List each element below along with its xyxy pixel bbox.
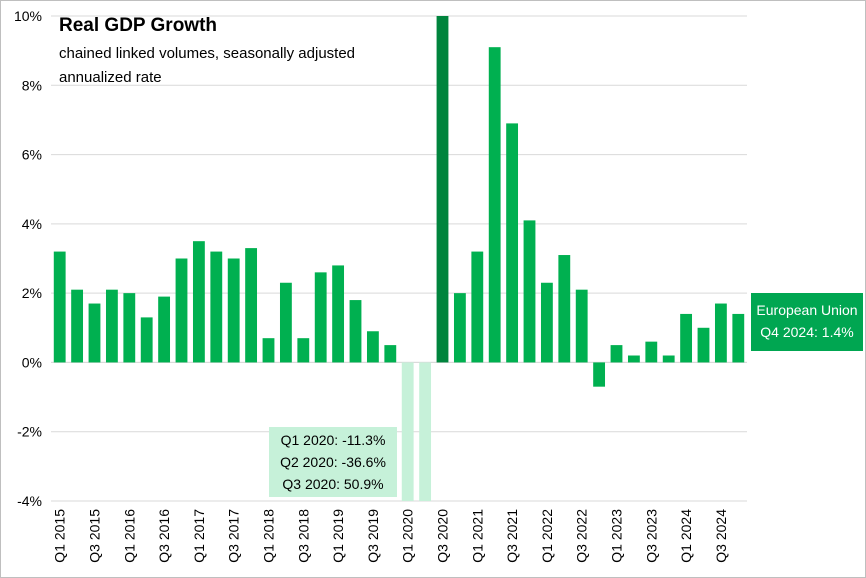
eu-latest-label: European Union Q4 2024: 1.4% — [751, 293, 863, 351]
bar-q3-2024 — [714, 303, 727, 363]
bar-q2-2016 — [140, 317, 153, 363]
y-tick-label: 8% — [22, 77, 42, 93]
y-tick-label: 4% — [22, 216, 42, 232]
bar-q2-2017 — [210, 251, 223, 363]
x-tick-label: Q3 2015 — [87, 509, 103, 563]
x-tick-label: Q3 2021 — [504, 509, 520, 563]
x-tick-label: Q1 2016 — [121, 509, 137, 563]
bar-q1-2019 — [332, 265, 345, 363]
bar-q1-2023 — [610, 345, 623, 363]
bar-q4-2016 — [175, 258, 188, 363]
annotation-line-q2-2020: Q2 2020: -36.6% — [280, 454, 386, 470]
bar-q4-2021 — [523, 220, 536, 363]
x-tick-label: Q3 2018 — [295, 509, 311, 563]
bar-q3-2021 — [506, 123, 519, 363]
x-tick-label: Q3 2024 — [713, 509, 729, 563]
x-tick-label: Q1 2024 — [678, 509, 694, 563]
bar-q2-2020 — [419, 362, 432, 501]
bar-q2-2024 — [697, 327, 710, 363]
bar-q2-2021 — [488, 47, 501, 363]
x-tick-label: Q1 2019 — [330, 509, 346, 563]
bar-q4-2023 — [662, 355, 675, 363]
bar-q1-2021 — [471, 251, 484, 363]
x-tick-label: Q3 2016 — [156, 509, 172, 563]
x-tick-labels: Q1 2015 Q3 2015 Q1 2016 Q3 2016 Q1 2017 Q3 20… — [52, 509, 729, 563]
y-tick-label: 10% — [14, 8, 42, 24]
x-tick-label: Q3 2023 — [643, 509, 659, 563]
bar-q1-2015 — [53, 251, 66, 363]
bar-q4-2024 — [732, 313, 745, 363]
x-tick-label: Q1 2020 — [400, 509, 416, 563]
chart-subtitle: chained linked volumes, seasonally adjus… — [59, 45, 356, 86]
y-tick-labels: -4% -2% 0% 2% 4% 6% 8% 10% — [14, 8, 42, 509]
x-tick-label: Q1 2021 — [469, 509, 485, 563]
bar-q1-2020 — [401, 362, 414, 501]
bar-q1-2022 — [540, 282, 553, 363]
x-tick-label: Q1 2015 — [52, 509, 68, 563]
bar-q4-2022 — [593, 362, 606, 387]
bar-q2-2019 — [349, 300, 362, 363]
bar-q2-2018 — [279, 282, 292, 363]
y-tick-label: -4% — [17, 493, 42, 509]
bar-q4-2020 — [453, 293, 466, 363]
bar-q3-2019 — [366, 331, 379, 363]
chart-title: Real GDP Growth — [59, 15, 218, 36]
bar-q1-2016 — [123, 293, 136, 363]
x-tick-label: Q1 2022 — [539, 509, 555, 563]
x-tick-label: Q3 2019 — [365, 509, 381, 563]
y-tick-label: 2% — [22, 285, 42, 301]
x-tick-label: Q1 2018 — [261, 509, 277, 563]
bar-q3-2016 — [158, 296, 171, 363]
eu-label-value: Q4 2024: 1.4% — [760, 324, 854, 340]
bar-q3-2018 — [297, 338, 310, 363]
bar-q4-2015 — [105, 289, 118, 363]
bar-q1-2018 — [262, 338, 275, 363]
bar-q3-2017 — [227, 258, 240, 363]
x-tick-label: Q3 2022 — [574, 509, 590, 563]
y-tick-label: -2% — [17, 424, 42, 440]
bar-q3-2022 — [575, 289, 588, 363]
x-tick-label: Q3 2017 — [226, 509, 242, 563]
bar-q4-2019 — [384, 345, 397, 363]
bar-q4-2018 — [314, 272, 327, 363]
bar-q2-2015 — [71, 289, 84, 363]
x-tick-label: Q1 2023 — [609, 509, 625, 563]
covid-annotation: Q1 2020: -11.3% Q2 2020: -36.6% Q3 2020:… — [269, 427, 397, 497]
bar-q1-2024 — [680, 313, 693, 363]
bar-q3-2020 — [436, 16, 449, 363]
bar-q3-2023 — [645, 341, 658, 363]
y-tick-label: 6% — [22, 147, 42, 163]
annotation-line-q3-2020: Q3 2020: 50.9% — [282, 476, 384, 492]
bar-q2-2023 — [627, 355, 640, 363]
annotation-line-q1-2020: Q1 2020: -11.3% — [280, 432, 386, 448]
bar-q1-2017 — [192, 241, 205, 363]
bar-q2-2022 — [558, 255, 571, 363]
bar-q3-2015 — [88, 303, 101, 363]
bars — [53, 16, 745, 501]
bar-q4-2017 — [245, 248, 258, 363]
x-tick-label: Q3 2020 — [435, 509, 451, 563]
x-tick-label: Q1 2017 — [191, 509, 207, 563]
y-tick-label: 0% — [22, 354, 42, 370]
eu-label-name: European Union — [756, 302, 858, 318]
